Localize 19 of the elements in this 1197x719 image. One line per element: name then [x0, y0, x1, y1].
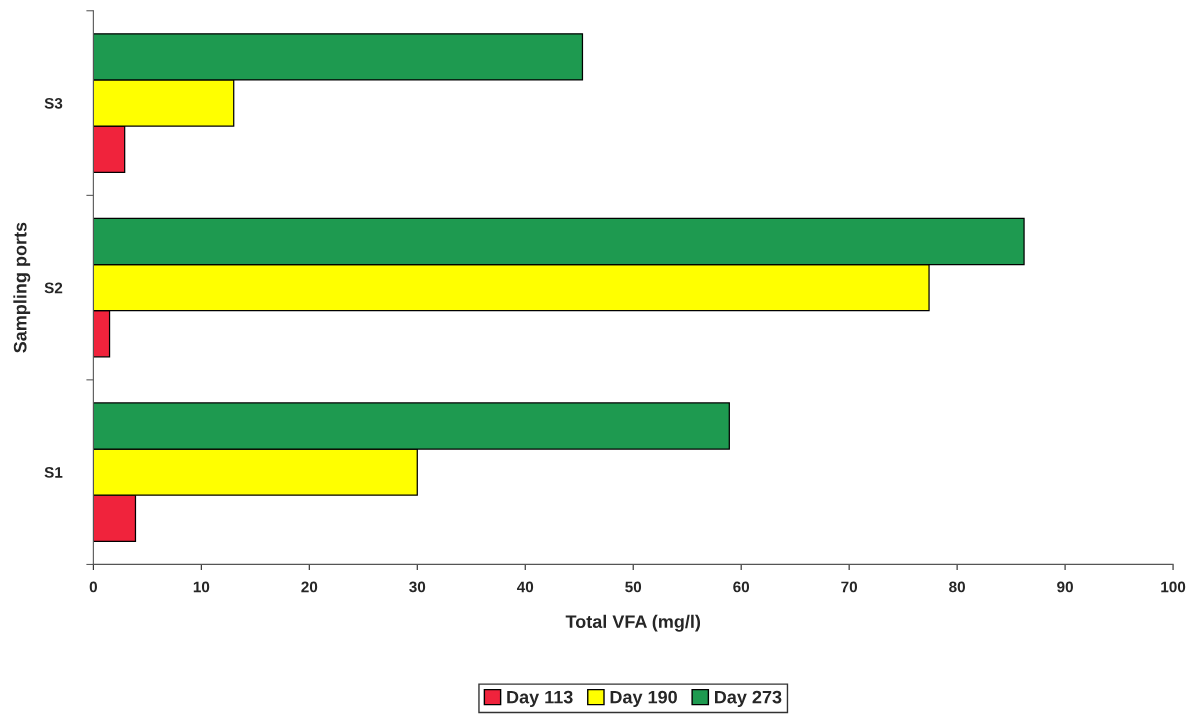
x-tick-label: 20 — [301, 581, 318, 593]
x-tick-label: 90 — [1057, 581, 1073, 593]
x-tick-label: 50 — [625, 581, 642, 593]
x-tick-label: 30 — [409, 581, 426, 593]
x-tick-label: 70 — [841, 581, 858, 593]
legend-label: Day 273 — [715, 690, 782, 708]
x-tick-label: 80 — [949, 581, 965, 593]
y-axis-title: Sampling ports — [13, 222, 31, 353]
legend-label: Day 190 — [610, 690, 677, 708]
y-tick-label: S3 — [44, 97, 63, 109]
legend-label: Day 113 — [507, 690, 573, 708]
x-tick-label: 60 — [733, 581, 750, 593]
x-tick-label: 10 — [193, 581, 210, 593]
y-tick-label: S1 — [44, 467, 63, 478]
x-axis-title: Total VFA (mg/l) — [565, 614, 701, 632]
x-tick-label: 40 — [516, 581, 534, 593]
y-tick-label: S2 — [44, 282, 63, 294]
x-tick-label: 0 — [89, 581, 97, 593]
x-tick-label: 100 — [1161, 581, 1186, 593]
